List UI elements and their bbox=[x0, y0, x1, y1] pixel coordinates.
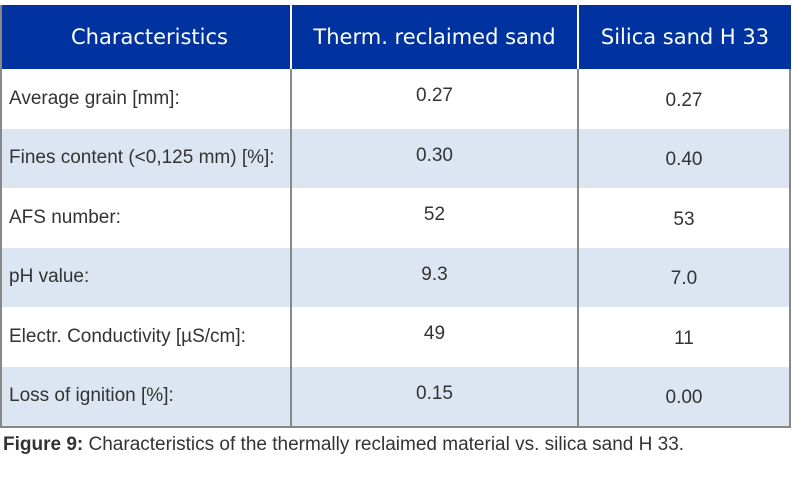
table-row: AFS number: 52 53 bbox=[0, 188, 791, 248]
table-row: Average grain [mm]: 0.27 0.27 bbox=[0, 69, 791, 129]
reclaimed-value: 52 bbox=[292, 188, 579, 248]
header-silica-sand: Silica sand H 33 bbox=[579, 5, 791, 69]
table-row: Electr. Conductivity [µS/cm]: 49 11 bbox=[0, 307, 791, 367]
row-label: Loss of ignition [%]: bbox=[0, 366, 292, 426]
silica-value: 0.40 bbox=[579, 128, 791, 188]
row-label: Fines content (<0,125 mm) [%]: bbox=[0, 128, 292, 188]
row-label: AFS number: bbox=[0, 188, 292, 248]
silica-value: 0.27 bbox=[579, 69, 791, 129]
row-label: Electr. Conductivity [µS/cm]: bbox=[0, 307, 292, 367]
table-row: pH value: 9.3 7.0 bbox=[0, 247, 791, 307]
figure-caption: Figure 9: Characteristics of the thermal… bbox=[3, 434, 684, 456]
row-label: Average grain [mm]: bbox=[0, 69, 292, 129]
silica-value: 53 bbox=[579, 188, 791, 248]
table-header: Characteristics Therm. reclaimed sand Si… bbox=[0, 5, 791, 69]
table-row: Fines content (<0,125 mm) [%]: 0.30 0.40 bbox=[0, 128, 791, 188]
header-reclaimed-sand: Therm. reclaimed sand bbox=[292, 5, 579, 69]
reclaimed-value: 0.30 bbox=[292, 128, 579, 188]
caption-text: Characteristics of the thermally reclaim… bbox=[83, 434, 685, 455]
silica-value: 7.0 bbox=[579, 247, 791, 307]
silica-value: 11 bbox=[579, 307, 791, 367]
reclaimed-value: 0.15 bbox=[292, 366, 579, 426]
characteristics-table: Characteristics Therm. reclaimed sand Si… bbox=[0, 5, 791, 428]
table-row: Loss of ignition [%]: 0.15 0.00 bbox=[0, 366, 791, 426]
reclaimed-value: 49 bbox=[292, 307, 579, 367]
silica-value: 0.00 bbox=[579, 366, 791, 426]
caption-label: Figure 9: bbox=[3, 434, 84, 455]
reclaimed-value: 9.3 bbox=[292, 247, 579, 307]
header-characteristics: Characteristics bbox=[0, 5, 292, 69]
row-label: pH value: bbox=[0, 247, 292, 307]
reclaimed-value: 0.27 bbox=[292, 69, 579, 129]
table-body: Average grain [mm]: 0.27 0.27 Fines content… bbox=[0, 69, 791, 428]
